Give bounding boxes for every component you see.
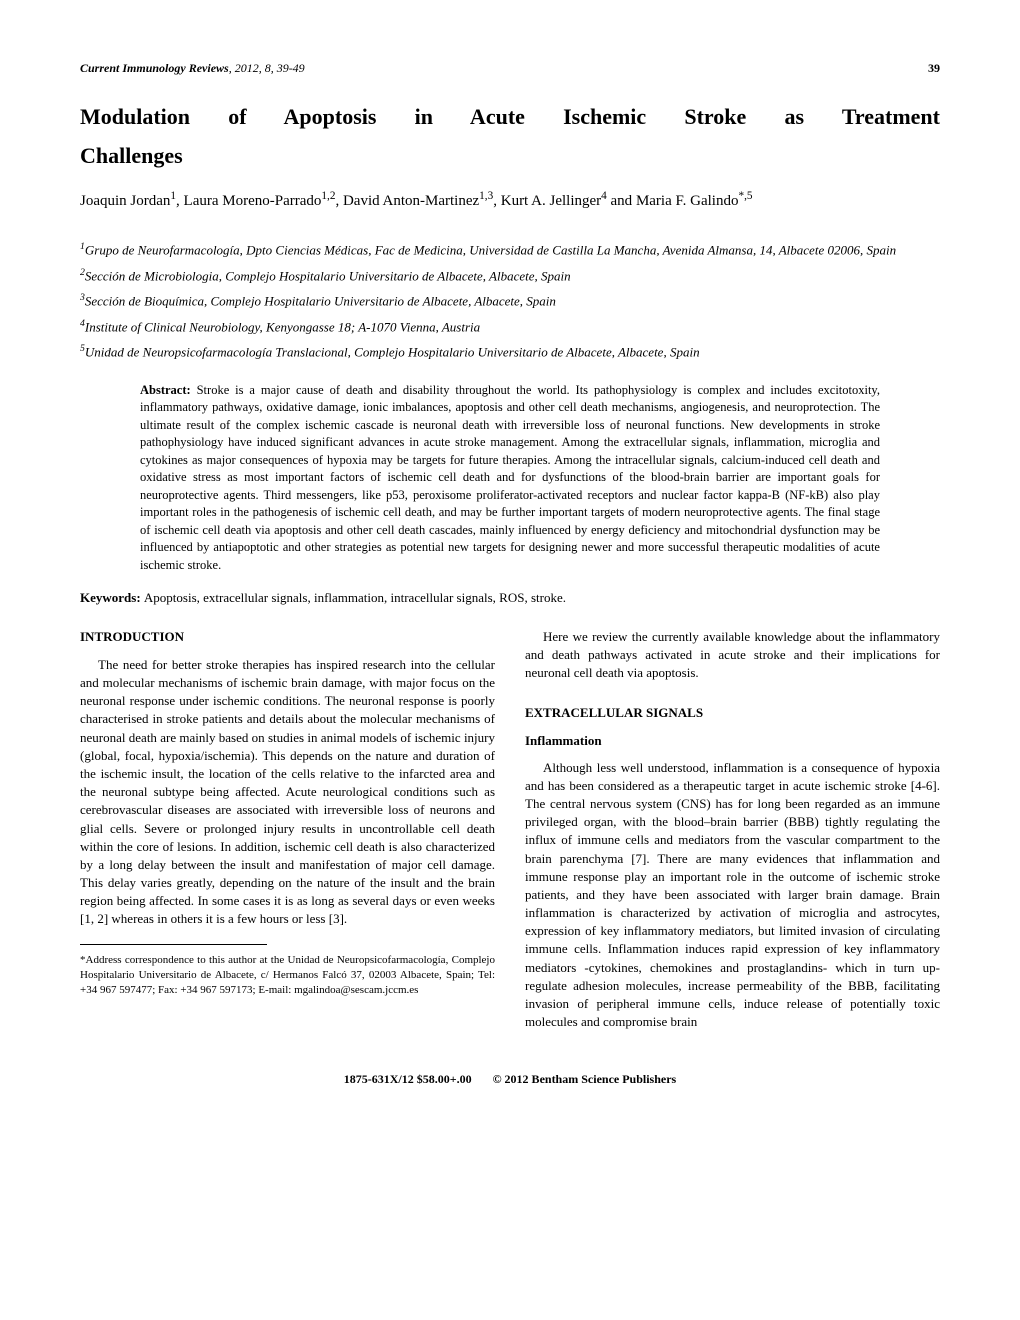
page-number: 39 bbox=[928, 60, 940, 77]
article-title-line2: Challenges bbox=[80, 141, 940, 172]
author-1: Joaquin Jordan bbox=[80, 193, 170, 209]
affiliation-4: 4Institute of Clinical Neurobiology, Ken… bbox=[80, 317, 940, 337]
aff2-text: Sección de Microbiologia, Complejo Hospi… bbox=[85, 268, 571, 283]
inflammation-paragraph-1: Although less well understood, inflammat… bbox=[525, 759, 940, 1032]
author-5-sup: *,5 bbox=[738, 190, 752, 202]
authors-list: Joaquin Jordan1, Laura Moreno-Parrado1,2… bbox=[80, 189, 940, 212]
journal-name: Current Immunology Reviews bbox=[80, 61, 229, 75]
journal-header: Current Immunology Reviews, 2012, 8, 39-… bbox=[80, 60, 940, 77]
intro-paragraph-2: Here we review the currently available k… bbox=[525, 628, 940, 683]
affiliation-1: 1Grupo de Neurofarmacología, Dpto Cienci… bbox=[80, 240, 940, 260]
aff1-text: Grupo de Neurofarmacología, Dpto Ciencia… bbox=[85, 243, 896, 258]
abstract-label: Abstract: bbox=[140, 383, 197, 397]
keywords-label: Keywords: bbox=[80, 590, 144, 605]
affiliation-3: 3Sección de Bioquímica, Complejo Hospita… bbox=[80, 291, 940, 311]
aff5-text: Unidad de Neuropsicofarmacología Transla… bbox=[85, 345, 700, 360]
body-columns: INTRODUCTION The need for better stroke … bbox=[80, 628, 940, 1042]
author-3-sup: 1,3 bbox=[479, 190, 493, 202]
keywords-row: Keywords: Apoptosis, extracellular signa… bbox=[80, 589, 940, 607]
keywords-text: Apoptosis, extracellular signals, inflam… bbox=[144, 590, 566, 605]
affiliations-block: 1Grupo de Neurofarmacología, Dpto Cienci… bbox=[80, 240, 940, 362]
abstract-text: Stroke is a major cause of death and dis… bbox=[140, 383, 880, 572]
page-footer: 1875-631X/12 $58.00+.00 © 2012 Bentham S… bbox=[80, 1071, 940, 1088]
abstract-block: Abstract: Stroke is a major cause of dea… bbox=[140, 382, 880, 575]
journal-info: Current Immunology Reviews, 2012, 8, 39-… bbox=[80, 60, 305, 77]
authors-and: and bbox=[607, 193, 636, 209]
right-column: Here we review the currently available k… bbox=[525, 628, 940, 1042]
affiliation-5: 5Unidad de Neuropsicofarmacología Transl… bbox=[80, 342, 940, 362]
article-title-line1: Modulation of Apoptosis in Acute Ischemi… bbox=[80, 102, 940, 133]
intro-paragraph-1: The need for better stroke therapies has… bbox=[80, 656, 495, 929]
footnote-divider bbox=[80, 944, 267, 945]
inflammation-heading: Inflammation bbox=[525, 732, 940, 750]
author-5: Maria F. Galindo bbox=[636, 193, 739, 209]
correspondence-footnote: *Address correspondence to this author a… bbox=[80, 953, 495, 999]
footer-copyright: © 2012 Bentham Science Publishers bbox=[493, 1072, 677, 1086]
author-2-sup: 1,2 bbox=[321, 190, 335, 202]
left-column: INTRODUCTION The need for better stroke … bbox=[80, 628, 495, 1042]
aff4-text: Institute of Clinical Neurobiology, Keny… bbox=[85, 319, 480, 334]
introduction-heading: INTRODUCTION bbox=[80, 628, 495, 646]
author-1-sup: 1 bbox=[170, 190, 176, 202]
author-3: David Anton-Martinez bbox=[343, 193, 479, 209]
footer-issn: 1875-631X/12 $58.00+.00 bbox=[344, 1072, 472, 1086]
author-2: Laura Moreno-Parrado bbox=[184, 193, 322, 209]
affiliation-2: 2Sección de Microbiologia, Complejo Hosp… bbox=[80, 266, 940, 286]
journal-year-vol: , 2012, 8, 39-49 bbox=[229, 61, 305, 75]
author-4: Kurt A. Jellinger bbox=[501, 193, 601, 209]
aff3-text: Sección de Bioquímica, Complejo Hospital… bbox=[85, 294, 556, 309]
extracellular-heading: EXTRACELLULAR SIGNALS bbox=[525, 704, 940, 722]
